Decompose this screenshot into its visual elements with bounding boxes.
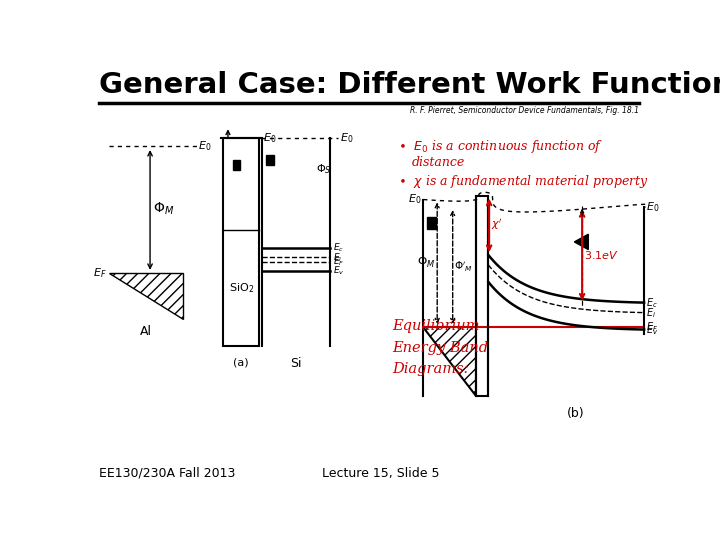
Polygon shape	[575, 234, 588, 249]
Text: Si: Si	[290, 357, 302, 370]
Text: distance: distance	[412, 156, 465, 168]
Text: $E_F$: $E_F$	[94, 266, 107, 280]
Text: $E_0$: $E_0$	[340, 131, 353, 145]
Text: EE130/230A Fall 2013: EE130/230A Fall 2013	[99, 467, 235, 480]
FancyBboxPatch shape	[266, 155, 274, 165]
Text: $E_c$: $E_c$	[647, 296, 658, 310]
Polygon shape	[109, 273, 183, 319]
Text: $\Phi_M$: $\Phi_M$	[153, 200, 174, 217]
Text: $E_F$: $E_F$	[647, 320, 659, 334]
Text: (a): (a)	[233, 357, 249, 367]
Text: $E_0$: $E_0$	[263, 131, 276, 145]
Text: $E_0$: $E_0$	[647, 200, 660, 214]
Text: $\Phi'_M$: $\Phi'_M$	[454, 259, 473, 274]
Text: General Case: Different Work Functions: General Case: Different Work Functions	[99, 71, 720, 99]
Text: $\Phi_S$: $\Phi_S$	[316, 162, 332, 176]
Text: $\bullet$  $\chi$ is a fundamental material property: $\bullet$ $\chi$ is a fundamental materi…	[398, 173, 649, 190]
Text: $E_F$: $E_F$	[333, 255, 344, 268]
Text: $\chi'$: $\chi'$	[490, 218, 503, 232]
Text: $E_0$: $E_0$	[199, 139, 212, 152]
FancyBboxPatch shape	[427, 217, 436, 229]
Text: $E_v$: $E_v$	[647, 323, 659, 338]
FancyBboxPatch shape	[233, 160, 240, 170]
Text: Al: Al	[140, 325, 152, 338]
Polygon shape	[423, 327, 476, 396]
Text: SiO$_2$: SiO$_2$	[228, 281, 253, 295]
Text: (b): (b)	[567, 408, 585, 421]
Text: $E_i$: $E_i$	[647, 307, 657, 320]
Text: $\bullet$  $E_0$ is a continuous function of: $\bullet$ $E_0$ is a continuous function…	[398, 138, 604, 155]
Text: $E_i$: $E_i$	[333, 251, 342, 264]
Text: $E_c$: $E_c$	[333, 242, 343, 254]
Bar	[223, 138, 259, 346]
Bar	[476, 195, 488, 396]
Text: R. F. Pierret, Semiconductor Device Fundamentals, Fig. 18.1: R. F. Pierret, Semiconductor Device Fund…	[410, 106, 639, 116]
Text: $\Phi_M$: $\Phi_M$	[417, 255, 435, 270]
Text: $E_v$: $E_v$	[333, 265, 344, 278]
Text: $3.1eV$: $3.1eV$	[585, 249, 619, 261]
Text: Equilibrium
Energy Band
Diagrams:: Equilibrium Energy Band Diagrams:	[392, 319, 488, 376]
Text: Lecture 15, Slide 5: Lecture 15, Slide 5	[323, 467, 440, 480]
Text: $E_0$: $E_0$	[408, 193, 422, 206]
